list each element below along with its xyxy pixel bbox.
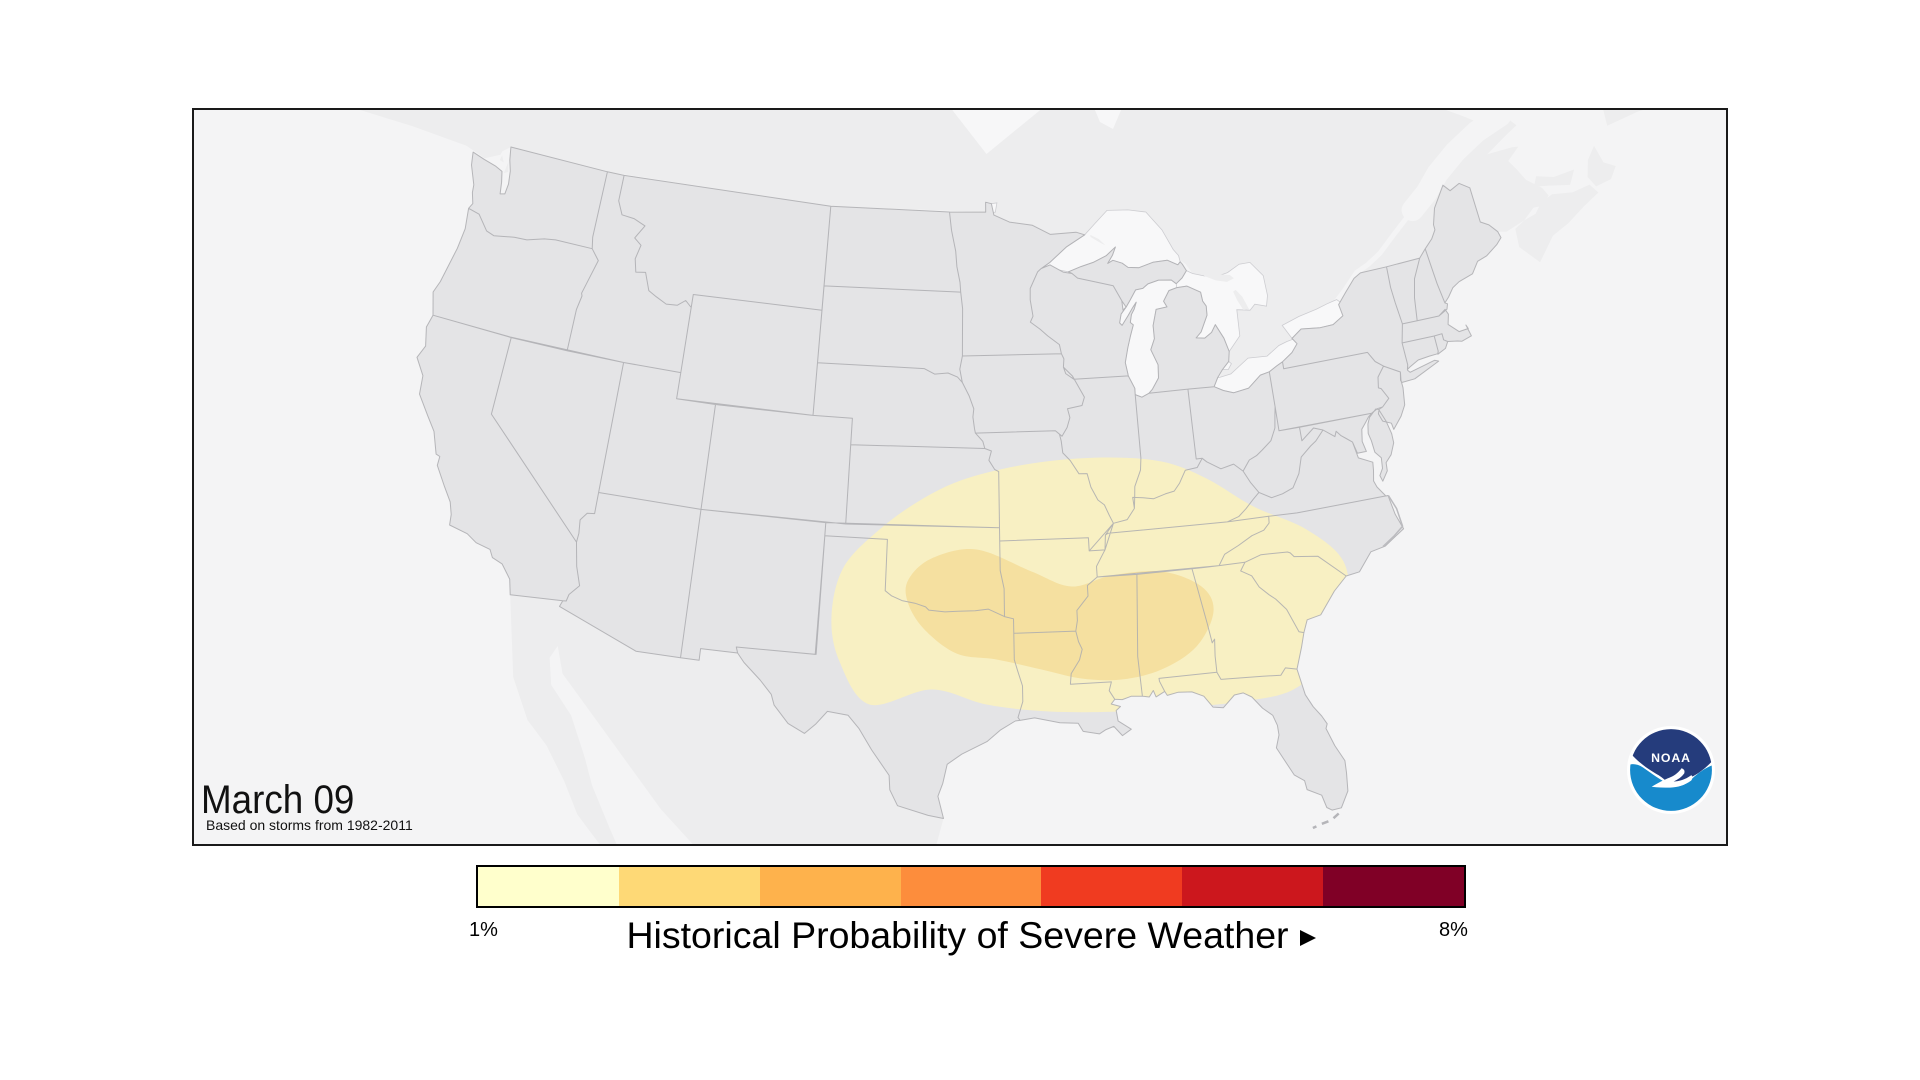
svg-text:NOAA: NOAA [1651, 751, 1691, 765]
